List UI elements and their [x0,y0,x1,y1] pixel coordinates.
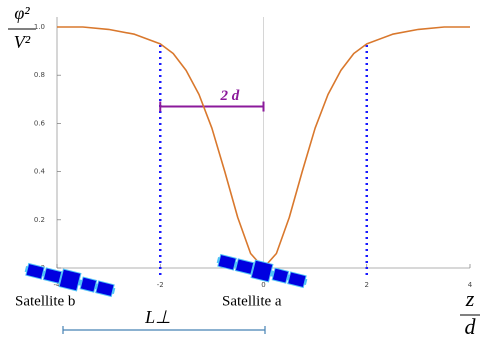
x-tick-label: 2 [365,281,369,289]
baseline-label: L⊥ [144,307,171,327]
y-label-denominator: V² [14,32,31,52]
x-label-denominator: d [465,314,477,339]
x-tick-label: -2 [157,281,164,289]
bracket-label: 2 d [220,88,240,104]
y-tick-label: 0.4 [34,168,46,176]
satellite-a-label: Satellite a [222,293,282,309]
x-tick-label: 4 [468,281,473,289]
satellite-b-icon [24,262,116,298]
y-tick-label: 0.8 [34,71,45,79]
satellite-a-icon [216,253,308,289]
y-label-numerator: φ² [14,3,30,23]
x-label-numerator: z [465,286,475,311]
y-tick-label: 0.2 [34,216,45,224]
y-tick-label: 0.6 [34,119,46,127]
baseline-bar [62,326,266,334]
satellite-b-label: Satellite b [15,293,75,309]
y-tick-label: 1.0 [34,23,45,31]
x-tick-label: 0 [261,281,265,289]
x-tick-label: -4 [54,281,62,289]
